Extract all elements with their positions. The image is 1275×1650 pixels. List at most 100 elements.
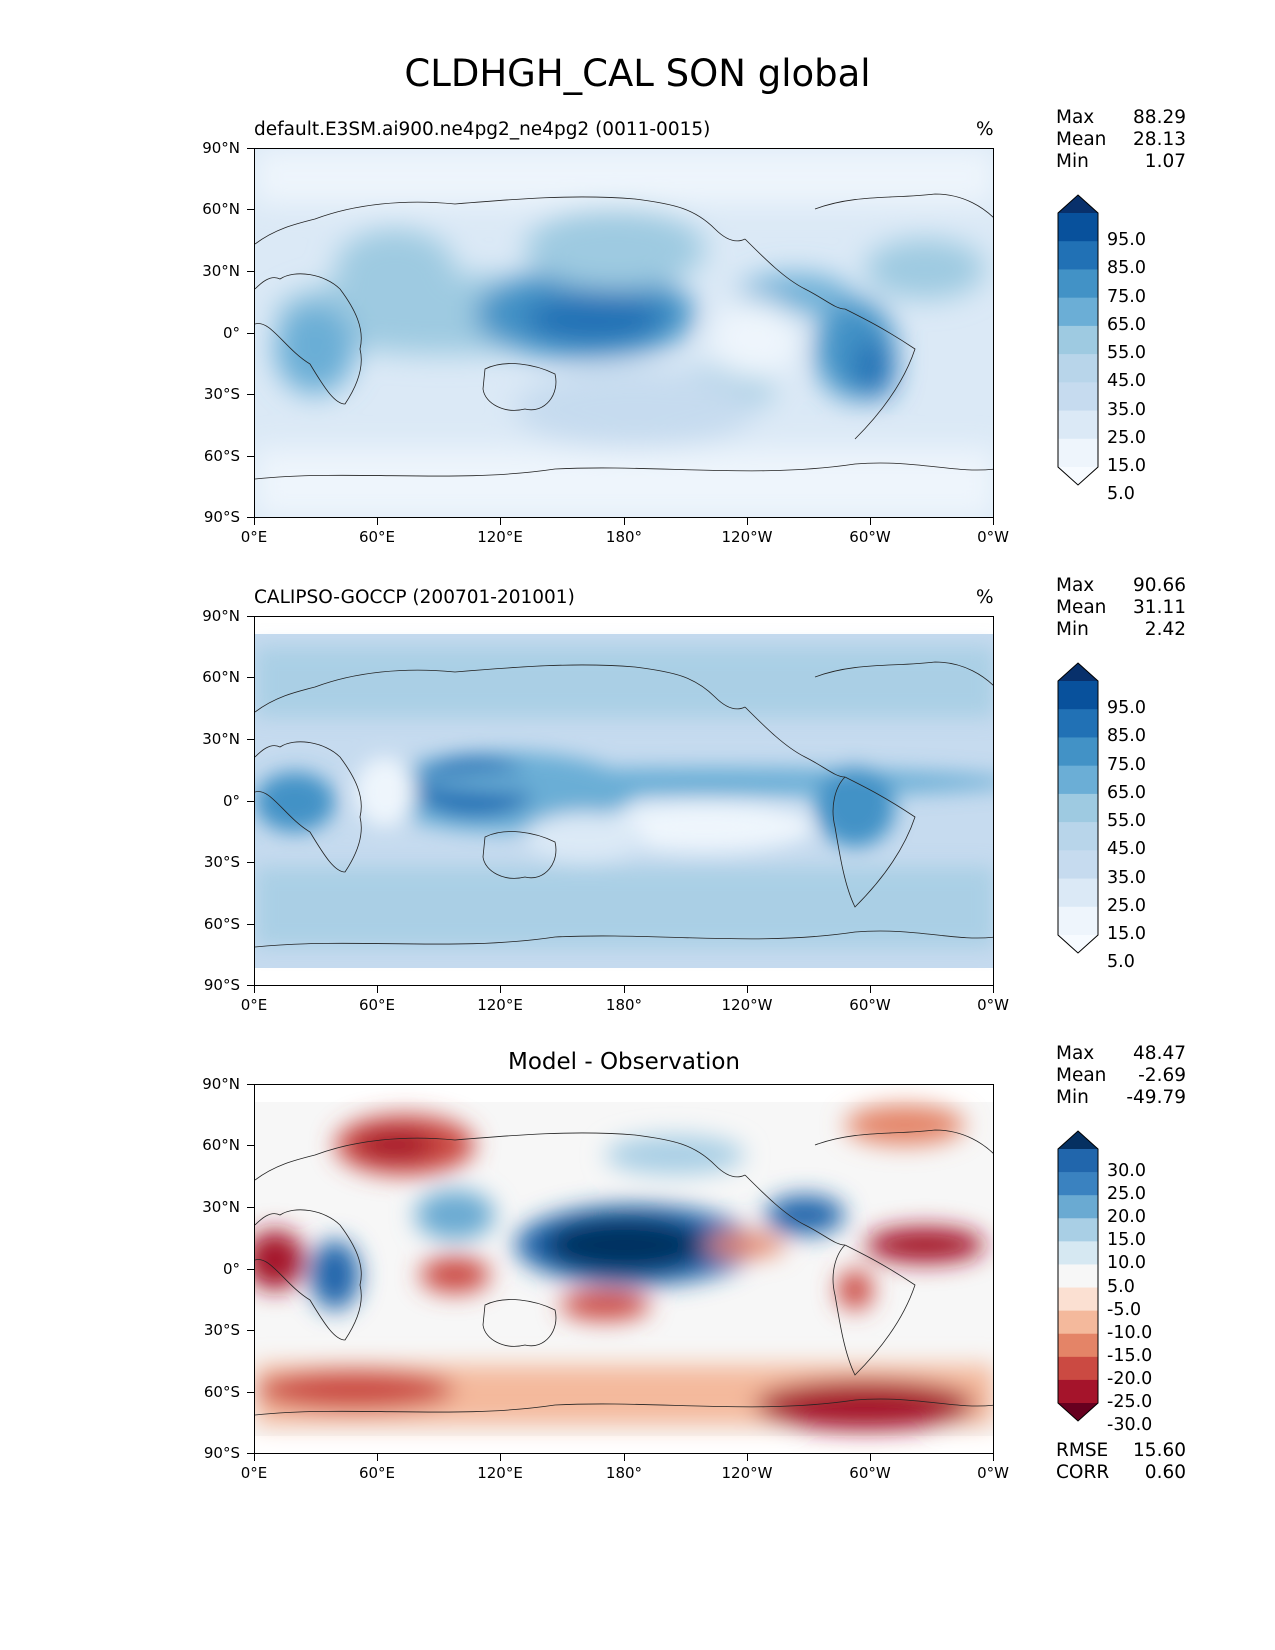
corr-label: CORR (1056, 1462, 1110, 1483)
colorbar-tick-label: 15.0 (1107, 1230, 1146, 1251)
y-tick-label: 0° (222, 792, 240, 810)
colorbar-swatch (1058, 906, 1098, 936)
colorbar-swatch (1058, 1172, 1098, 1196)
colorbar-swatch (1058, 354, 1098, 383)
colorbar-swatch (1058, 709, 1098, 738)
stat-mean: 31.11 (1133, 597, 1186, 618)
colorbar-tick-label: 85.0 (1107, 258, 1146, 279)
panel-model: default.E3SM.ai900.ne4pg2_ne4pg2 (0011-0… (0, 107, 1275, 559)
stat-label: Min (1056, 151, 1089, 172)
colorbar-tick-label: 10.0 (1107, 1253, 1146, 1274)
colorbar-swatch (1058, 410, 1098, 440)
stat-label: Max (1056, 107, 1095, 128)
corr-value: 0.60 (1144, 1462, 1186, 1483)
map-field (255, 617, 993, 985)
panel-title: CALIPSO-GOCCP (200701-201001) (254, 587, 575, 608)
stat-max: 88.29 (1133, 107, 1186, 128)
map-plot (254, 1084, 994, 1454)
y-tick-label: 60°S (203, 1383, 240, 1401)
stat-label: Mean (1056, 1065, 1107, 1086)
stat-label: Mean (1056, 597, 1107, 618)
x-tick-label: 60°E (358, 996, 396, 1014)
colorbar-tick-label: -20.0 (1107, 1368, 1153, 1389)
colorbar-tick-label: 5.0 (1107, 1276, 1135, 1297)
rmse-label: RMSE (1056, 1440, 1109, 1461)
colorbar-extend-top (1058, 663, 1098, 681)
colorbar-outline (1057, 1130, 1099, 1422)
stat-mean: 28.13 (1133, 129, 1186, 150)
x-tick-label: 0°W (977, 528, 1009, 546)
colorbar-tick-label: 25.0 (1107, 427, 1146, 448)
stats-box: Max 88.29 Mean 28.13 Min 1.07 (1056, 107, 1186, 173)
colorbar-tick-label: 35.0 (1107, 867, 1146, 888)
colorbar-extend-bottom (1058, 1403, 1098, 1421)
colorbar-tick-label: 45.0 (1107, 839, 1146, 860)
colorbar-extend-bottom (1058, 935, 1098, 953)
stat-label: Min (1056, 619, 1089, 640)
panel-title: default.E3SM.ai900.ne4pg2_ne4pg2 (0011-0… (254, 119, 711, 140)
y-tick-label: 90°N (202, 607, 240, 625)
y-tick-label: 60°S (203, 915, 240, 933)
colorbar-tick-label: -15.0 (1107, 1345, 1153, 1366)
x-tick-label: 0°W (977, 1464, 1009, 1482)
colorbar-swatch (1058, 1333, 1098, 1358)
x-tick-label: 60°W (849, 1464, 891, 1482)
x-tick-label: 120°W (721, 528, 773, 546)
rmse-value: 15.60 (1133, 1440, 1186, 1461)
y-tick-label: 30°S (203, 853, 240, 871)
colorbar-swatch (1058, 850, 1098, 880)
y-tick-label: 60°S (203, 447, 240, 465)
panel-title: Model - Observation (507, 1049, 741, 1075)
colorbar (1057, 1130, 1099, 1422)
metrics-box: RMSE 15.60 CORR 0.60 (1056, 1440, 1186, 1484)
colorbar-tick-label: 75.0 (1107, 754, 1146, 775)
colorbar-tick-label: 20.0 (1107, 1207, 1146, 1228)
colorbar-tick-label: 95.0 (1107, 230, 1146, 251)
colorbar-swatch (1058, 1287, 1098, 1312)
stat-min: 1.07 (1144, 151, 1186, 172)
colorbar-tick-label: 55.0 (1107, 811, 1146, 832)
colorbar-swatch (1058, 822, 1098, 851)
colorbar-swatch (1058, 241, 1098, 270)
map-plot (254, 148, 994, 518)
y-tick-label: 60°N (202, 1136, 240, 1154)
map-field (255, 149, 993, 517)
colorbar-swatch (1058, 1264, 1098, 1289)
x-tick-label: 120°E (477, 528, 523, 546)
colorbar-swatch (1058, 1241, 1098, 1265)
stat-mean: -2.69 (1138, 1065, 1186, 1086)
panel-difference: Model - Observation (0, 1043, 1275, 1495)
colorbar-swatch (1058, 1149, 1098, 1173)
colorbar-swatch (1058, 737, 1098, 767)
y-tick-label: 30°S (203, 385, 240, 403)
colorbar-tick-label: 65.0 (1107, 782, 1146, 803)
y-tick-label: 30°N (202, 1198, 240, 1216)
colorbar-tick-label: 65.0 (1107, 314, 1146, 335)
colorbar-swatch (1058, 1218, 1098, 1242)
y-tick-label: 90°N (202, 1075, 240, 1093)
y-tick-label: 90°S (203, 508, 240, 526)
colorbar-tick-label: -30.0 (1107, 1415, 1153, 1436)
colorbar-swatch (1058, 297, 1098, 327)
y-tick-label: 90°N (202, 139, 240, 157)
colorbar-tick-label: 5.0 (1107, 952, 1135, 973)
colorbar-outline (1057, 662, 1099, 954)
colorbar-swatch (1058, 681, 1098, 710)
x-tick-label: 180° (605, 528, 643, 546)
colorbar-tick-label: 25.0 (1107, 1184, 1146, 1205)
stat-label: Max (1056, 575, 1095, 596)
colorbar-tick-label: 55.0 (1107, 343, 1146, 364)
colorbar-swatch (1058, 325, 1098, 355)
colorbar-tick-label: -10.0 (1107, 1322, 1153, 1343)
stat-min: 2.42 (1144, 619, 1186, 640)
colorbar-swatch (1058, 438, 1098, 468)
colorbar-swatch (1058, 213, 1098, 242)
x-tick-label: 120°W (721, 1464, 773, 1482)
colorbar-tick-label: 35.0 (1107, 399, 1146, 420)
y-tick-label: 30°N (202, 730, 240, 748)
y-tick-label: 90°S (203, 1444, 240, 1462)
x-tick-label: 60°W (849, 528, 891, 546)
x-tick-label: 60°E (358, 1464, 396, 1482)
colorbar-swatch (1058, 878, 1098, 908)
x-tick-label: 180° (605, 996, 643, 1014)
